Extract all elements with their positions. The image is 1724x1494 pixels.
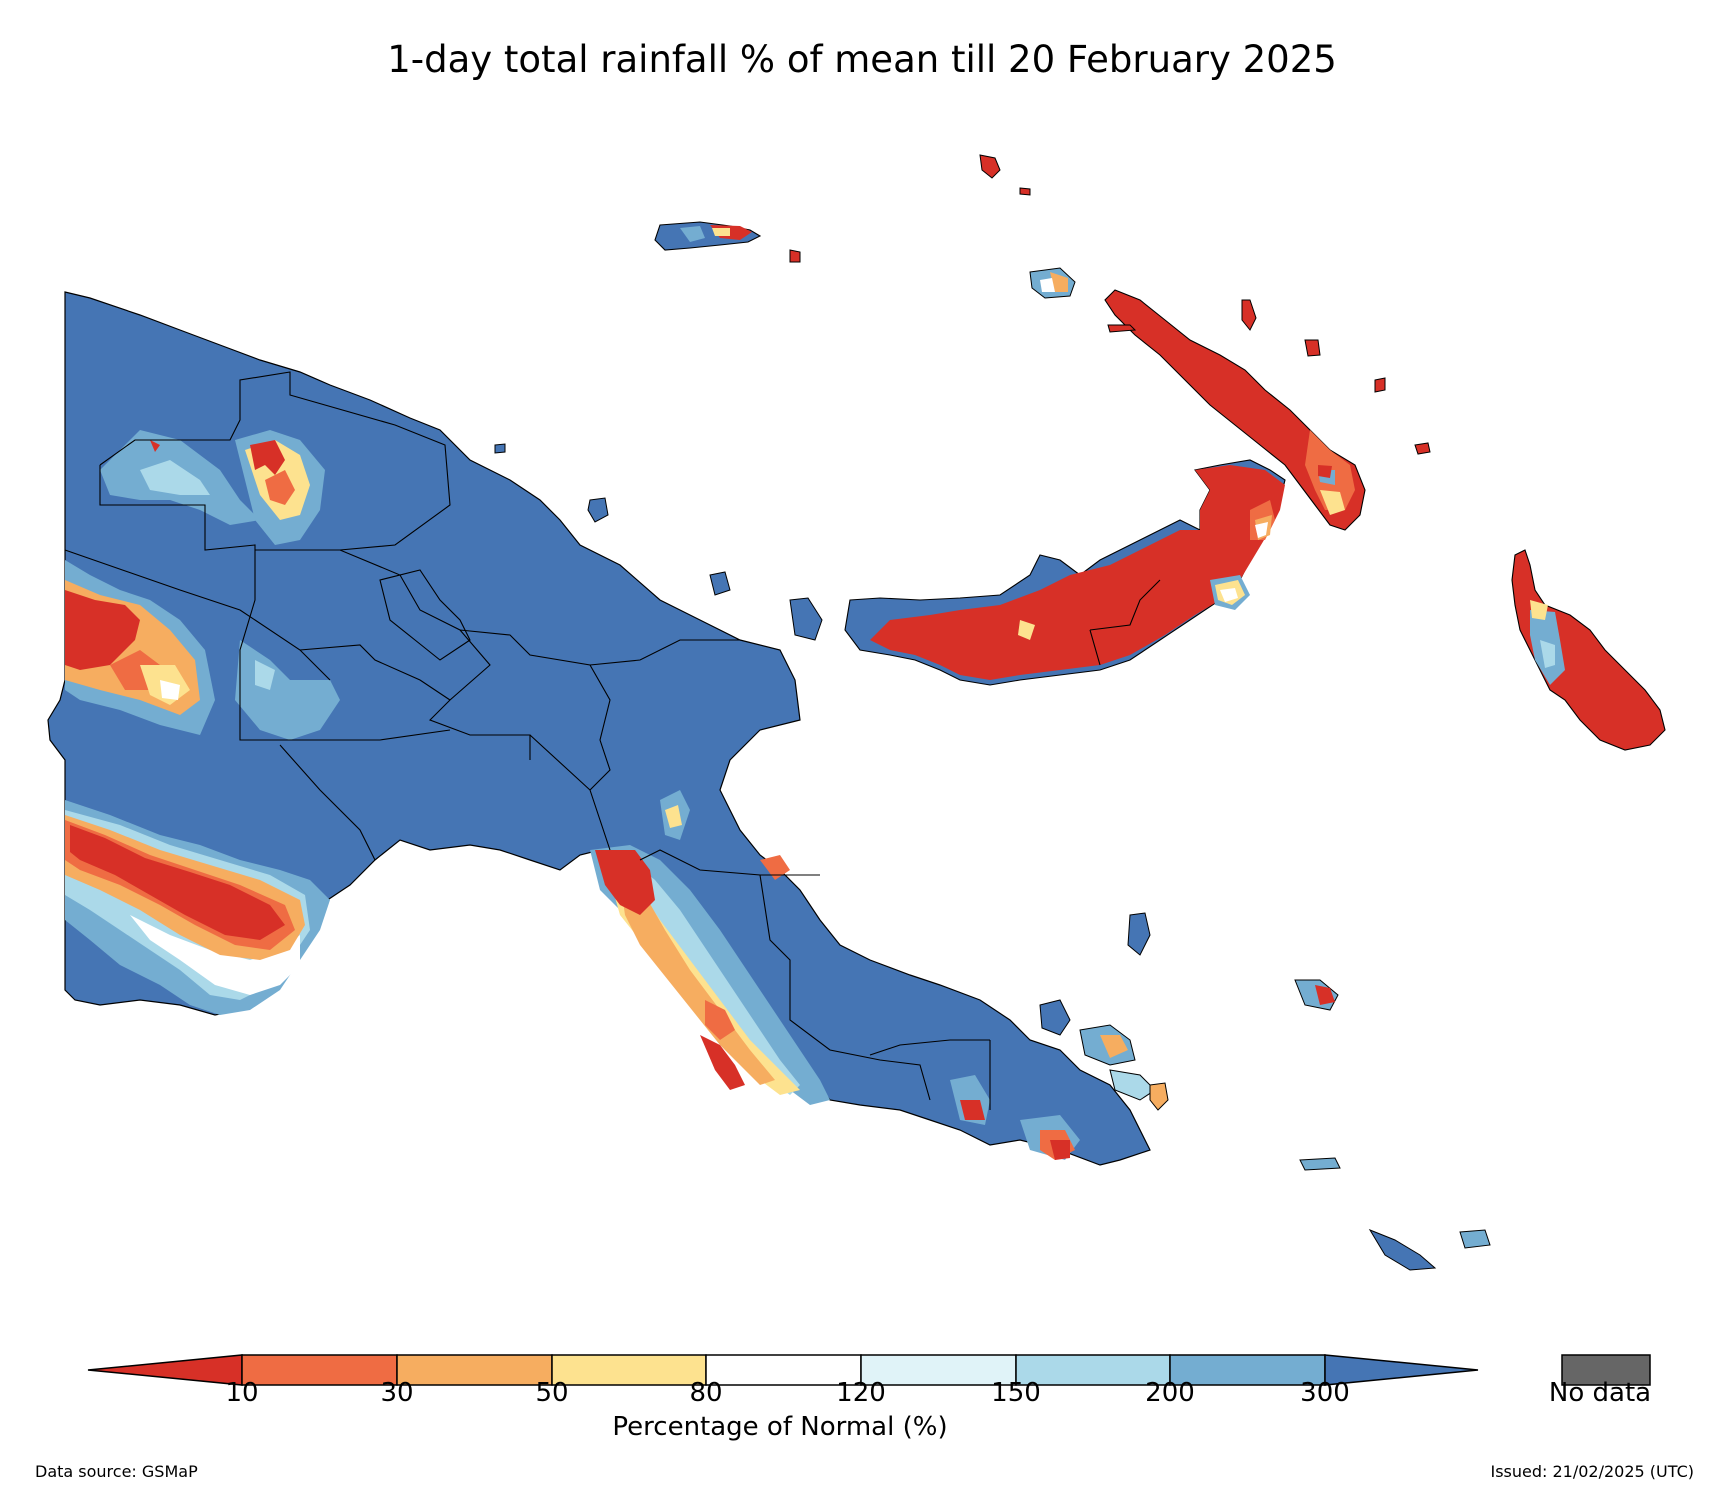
mainland-png	[47, 291, 1151, 1166]
bougainville	[1511, 549, 1666, 751]
issued-date: Issued: 21/02/2025 (UTC)	[1490, 1462, 1694, 1481]
colorbar-over-arrow	[1324, 1354, 1479, 1386]
colorbar-tick: 300	[1300, 1378, 1350, 1408]
colorbar-tick: 200	[1145, 1378, 1195, 1408]
no-data-label: No data	[1548, 1378, 1652, 1408]
data-source: Data source: GSMaP	[35, 1462, 198, 1481]
colorbar-bin	[705, 1354, 862, 1386]
colorbar-bin	[1015, 1354, 1171, 1386]
colorbar-bin	[1169, 1354, 1326, 1386]
colorbar-tick: 150	[991, 1378, 1041, 1408]
new-ireland	[1104, 289, 1366, 531]
colorbar-bin	[241, 1354, 398, 1386]
colorbar-tick: 10	[225, 1378, 259, 1408]
colorbar	[87, 1354, 1651, 1386]
colorbar-under-arrow	[87, 1354, 243, 1386]
colorbar-tick: 50	[535, 1378, 569, 1408]
colorbar-bin	[396, 1354, 553, 1386]
colorbar-bin	[860, 1354, 1017, 1386]
colorbar-bin	[551, 1354, 707, 1386]
colorbar-tick: 120	[836, 1378, 886, 1408]
colorbar-tick: 80	[689, 1378, 723, 1408]
colorbar-tick: 30	[380, 1378, 414, 1408]
colorbar-label: Percentage of Normal (%)	[612, 1412, 948, 1442]
no-data-swatch	[1561, 1354, 1651, 1386]
map-title: 1-day total rainfall % of mean till 20 F…	[387, 38, 1337, 81]
province-borders	[64, 371, 991, 1110]
